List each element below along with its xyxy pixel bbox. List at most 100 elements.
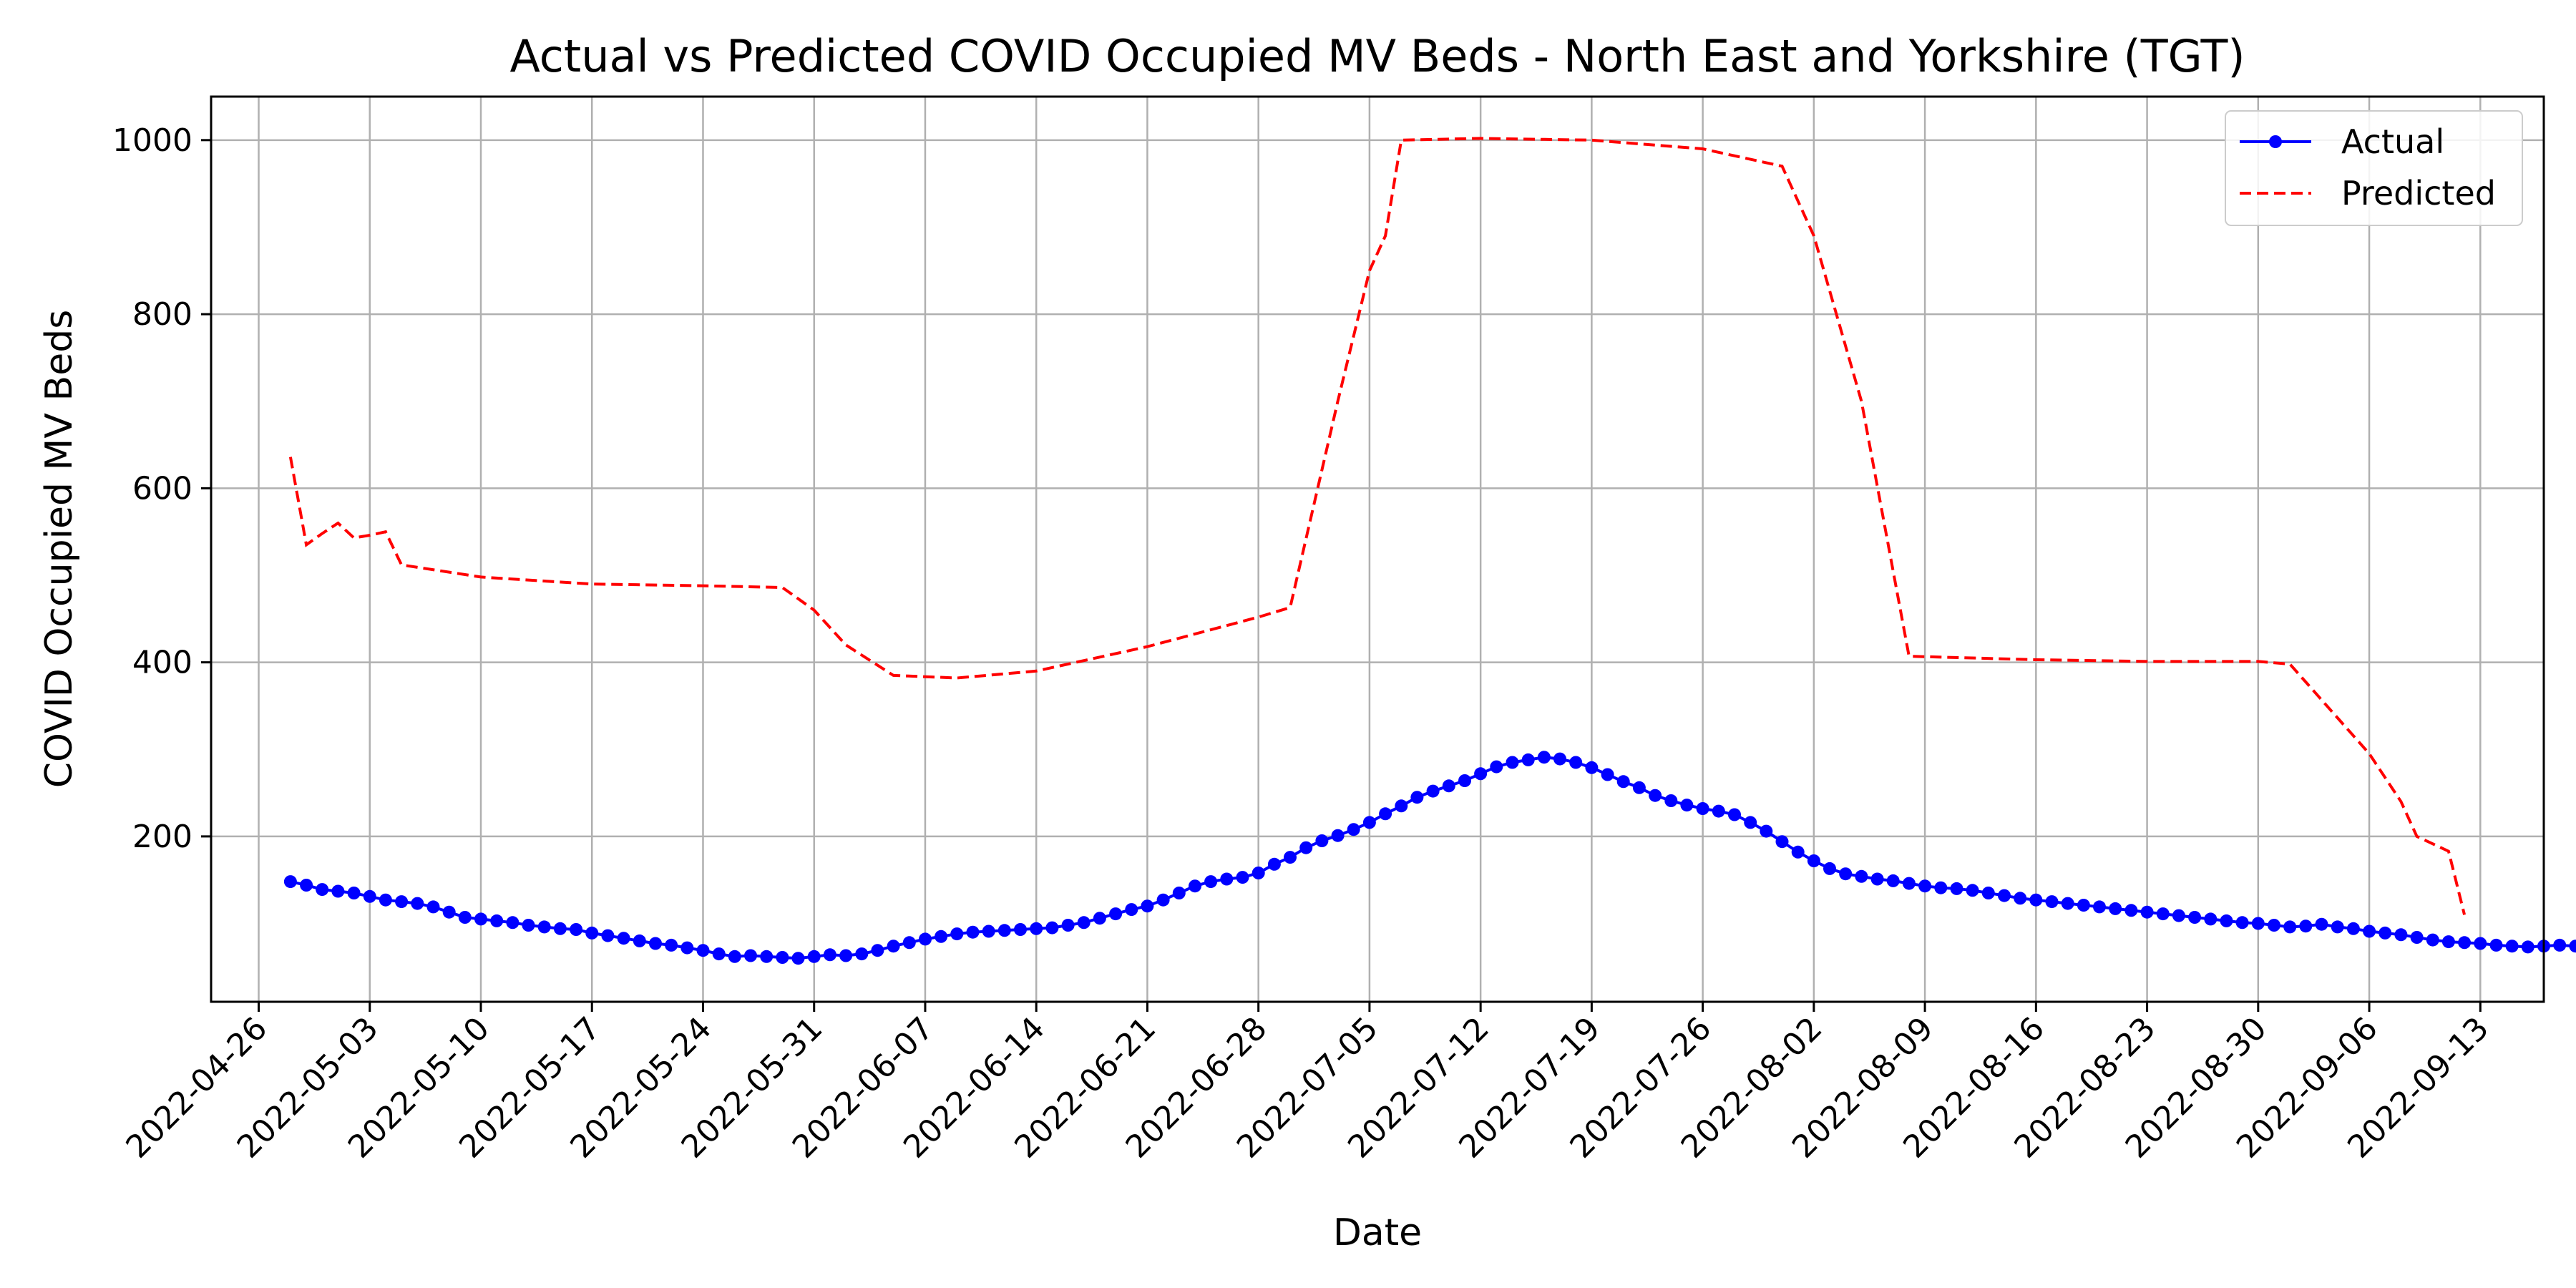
actual-data-point: [1823, 862, 1836, 875]
actual-data-point: [1981, 887, 1995, 899]
actual-data-point: [2553, 938, 2567, 952]
actual-data-point: [316, 883, 329, 897]
actual-data-point: [474, 912, 487, 926]
actual-data-point: [331, 884, 345, 898]
actual-data-point: [2410, 931, 2424, 944]
legend: Actual Predicted: [2225, 110, 2523, 226]
actual-data-point: [1855, 869, 1868, 883]
actual-data-point: [2140, 905, 2154, 919]
actual-data-point: [1284, 851, 1297, 864]
legend-actual-label: Actual: [2341, 122, 2444, 161]
actual-data-point: [744, 949, 757, 962]
actual-data-point: [1458, 774, 1471, 787]
grid: [211, 97, 2544, 1002]
actual-data-point: [537, 920, 551, 934]
actual-data-point: [2441, 935, 2455, 949]
actual-data-point: [966, 925, 980, 939]
actual-data-point: [855, 947, 869, 961]
actual-data-point: [1014, 923, 1027, 936]
actual-data-point: [760, 950, 774, 963]
actual-data-point: [2220, 914, 2233, 927]
actual-data-point: [522, 919, 535, 932]
actual-data-point: [680, 941, 694, 955]
legend-actual-marker: [2269, 135, 2282, 148]
actual-data-point: [2077, 899, 2090, 912]
actual-data-point: [1474, 767, 1488, 781]
actual-data-point: [1537, 751, 1551, 764]
actual-data-point: [617, 932, 630, 945]
actual-data-point: [1156, 893, 1170, 907]
actual-data-point: [791, 952, 805, 965]
actual-data-point: [1775, 835, 1789, 849]
actual-data-point: [665, 938, 678, 952]
x-axis-title: Date: [1333, 1211, 1422, 1254]
plot-frame: [210, 95, 2545, 1003]
actual-data-point: [1649, 789, 1662, 802]
actual-data-point: [1918, 879, 1932, 893]
actual-data-point: [2379, 926, 2392, 940]
actual-data-point: [2346, 922, 2360, 935]
actual-data-point: [2426, 933, 2439, 947]
actual-data-point: [1236, 871, 1249, 884]
actual-data-point: [871, 944, 884, 957]
chart-title: Actual vs Predicted COVID Occupied MV Be…: [509, 30, 2245, 82]
actual-data-point: [2363, 924, 2376, 938]
actual-data-point: [935, 930, 948, 943]
legend-predicted-label: Predicted: [2341, 174, 2496, 213]
actual-data-point: [1125, 903, 1138, 917]
y-tick-label: 1000: [112, 122, 192, 159]
y-axis-title: COVID Occupied MV Beds: [38, 310, 81, 789]
actual-data-point: [1521, 753, 1535, 766]
y-tick-label: 400: [132, 645, 192, 681]
actual-data-point: [426, 900, 440, 914]
actual-data-point: [1664, 794, 1678, 807]
actual-data-point: [2268, 919, 2280, 932]
plot-series: [283, 137, 2576, 965]
actual-data-point: [1490, 760, 1503, 774]
actual-data-point: [1680, 799, 1694, 812]
actual-data-point: [2331, 920, 2344, 934]
predicted-series-line: [288, 137, 2467, 915]
actual-data-point: [997, 924, 1011, 937]
actual-data-point: [2014, 892, 2027, 905]
actual-data-point: [1410, 791, 1424, 804]
actual-data-point: [2394, 928, 2408, 942]
actual-data-point: [1379, 807, 1392, 821]
actual-data-point: [1601, 768, 1614, 781]
actual-data-point: [1553, 752, 1566, 766]
actual-data-point: [887, 940, 900, 953]
actual-data-point: [902, 936, 916, 950]
actual-data-point: [1252, 867, 1265, 879]
actual-data-point: [1077, 916, 1091, 930]
actual-data-point: [1426, 784, 1440, 798]
actual-data-point: [950, 927, 964, 941]
actual-data-point: [1093, 912, 1106, 925]
actual-data-point: [2474, 937, 2487, 950]
actual-data-point: [1030, 922, 1043, 935]
actual-data-point: [2251, 917, 2265, 930]
actual-data-point: [363, 889, 376, 903]
actual-data-point: [2109, 902, 2122, 915]
actual-data-point: [807, 950, 821, 963]
actual-data-point: [1870, 872, 1884, 886]
actual-data-point: [982, 924, 995, 938]
actual-data-point: [585, 926, 599, 940]
actual-data-point: [1712, 804, 1725, 818]
actual-data-point: [1347, 823, 1360, 836]
actual-data-point: [1728, 808, 1741, 821]
actual-data-point: [1299, 841, 1313, 854]
actual-data-point: [1315, 834, 1329, 847]
actual-data-point: [1807, 854, 1820, 867]
actual-data-point: [2156, 907, 2170, 921]
actual-data-point: [2458, 936, 2472, 950]
actual-data-point: [2299, 919, 2313, 933]
actual-data-point: [2172, 909, 2185, 922]
actual-data-point: [506, 916, 519, 930]
actual-data-point: [2061, 897, 2074, 910]
actual-data-point: [490, 914, 504, 927]
actual-data-point: [1506, 756, 1519, 769]
y-tick-label: 800: [132, 296, 192, 333]
actual-data-point: [2569, 940, 2576, 953]
actual-data-point: [442, 905, 456, 919]
